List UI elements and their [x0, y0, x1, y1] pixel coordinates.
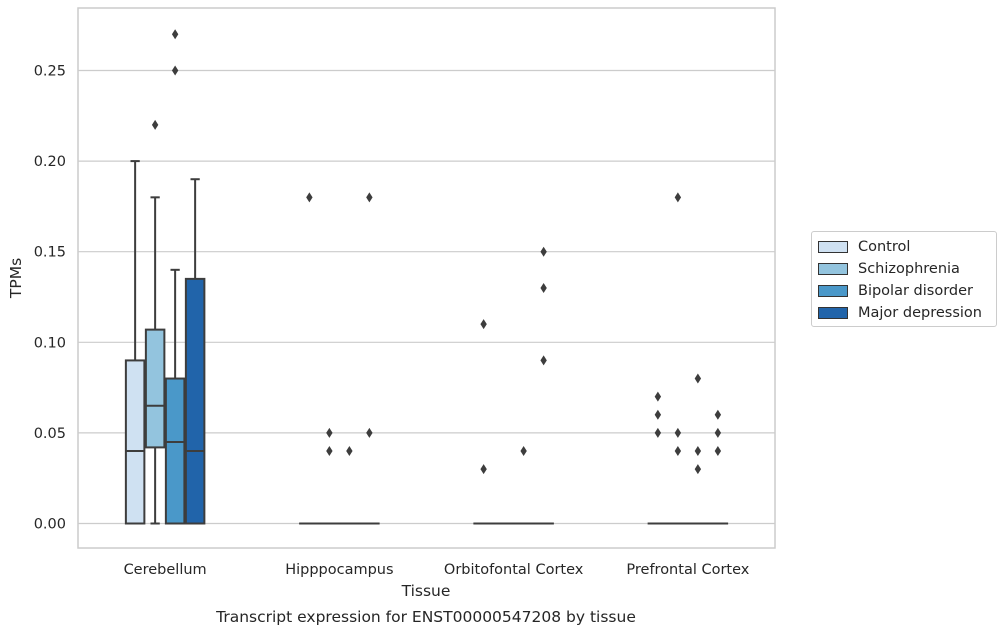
box-control [124, 160, 146, 525]
outlier-point [366, 192, 373, 203]
outlier-point [326, 427, 333, 438]
outlier-point [171, 65, 179, 76]
y-axis-label: TPMs [7, 258, 25, 299]
y-tick-label: 0.10 [34, 335, 66, 351]
x-tick-label: Hipppocampus [285, 562, 393, 578]
outlier-point [171, 29, 179, 40]
x-tick-label: Prefrontal Cortex [626, 562, 749, 578]
box-control [473, 319, 494, 525]
box-bipolar-disorder [164, 29, 186, 525]
outlier-point [694, 446, 702, 457]
box-bipolar-disorder [687, 373, 709, 525]
outlier-point [346, 446, 353, 457]
x-axis-ticks: Cerebellum Hipppocampus Orbitofontal Corte… [124, 562, 750, 578]
legend-item: Major depression [818, 302, 990, 324]
y-axis-ticks: 0.00 0.05 0.10 0.15 0.20 0.25 [34, 64, 66, 533]
outlier-point [714, 427, 722, 438]
box-body [144, 328, 166, 449]
box-bipolar-disorder [513, 446, 534, 525]
x-tick-label: Orbitofontal Cortex [444, 562, 584, 578]
outlier-point [674, 446, 682, 457]
outlier-point [540, 246, 547, 257]
box-body [184, 277, 206, 525]
x-tick-label: Cerebellum [124, 562, 207, 578]
legend-swatch [818, 285, 848, 297]
legend-label: Bipolar disorder [858, 283, 973, 299]
box-schizophrenia [144, 119, 166, 525]
legend-label: Control [858, 239, 911, 255]
box-major-depression [359, 192, 380, 525]
outlier-point [654, 427, 662, 438]
outlier-point [714, 446, 722, 457]
legend-swatch [818, 241, 848, 253]
outlier-point [694, 464, 702, 475]
box-schizophrenia [319, 427, 340, 525]
outlier-point [654, 391, 662, 402]
legend-item: Schizophrenia [818, 258, 990, 280]
outlier-point [674, 192, 682, 203]
x-axis-label: Tissue [401, 582, 451, 600]
legend-item: Bipolar disorder [818, 280, 990, 302]
legend: Control Schizophrenia Bipolar disorder Majo… [811, 231, 997, 327]
box-major-depression [533, 246, 554, 525]
outlier-point [674, 427, 682, 438]
outlier-point [366, 427, 373, 438]
outlier-point [326, 446, 333, 457]
legend-label: Major depression [858, 305, 982, 321]
box-control [299, 192, 320, 525]
outlier-point [714, 409, 722, 420]
outlier-point [694, 373, 702, 384]
legend-item: Control [818, 236, 990, 258]
outlier-point [520, 446, 527, 457]
plot-frame [77, 7, 776, 549]
y-tick-label: 0.20 [34, 154, 66, 170]
outlier-point [654, 409, 662, 420]
legend-label: Schizophrenia [858, 261, 960, 277]
box-body [164, 377, 186, 525]
box-schizophrenia [667, 192, 689, 525]
outlier-point [480, 319, 487, 330]
box-control [647, 391, 669, 525]
outlier-point [540, 355, 547, 366]
y-tick-label: 0.00 [34, 517, 66, 533]
legend-swatch [818, 263, 848, 275]
box-major-depression [707, 409, 729, 525]
box-layer [124, 29, 729, 525]
outlier-point [540, 282, 547, 293]
outlier-point [306, 192, 313, 203]
legend-swatch [818, 307, 848, 319]
figure-caption: Transcript expression for ENST0000054720… [215, 608, 636, 626]
box-major-depression [184, 178, 206, 525]
y-tick-label: 0.15 [34, 245, 66, 261]
y-tick-label: 0.25 [34, 64, 66, 80]
outlier-point [480, 464, 487, 475]
outlier-point [151, 119, 159, 130]
y-tick-label: 0.05 [34, 426, 66, 442]
box-body [124, 359, 146, 525]
box-bipolar-disorder [339, 446, 360, 525]
